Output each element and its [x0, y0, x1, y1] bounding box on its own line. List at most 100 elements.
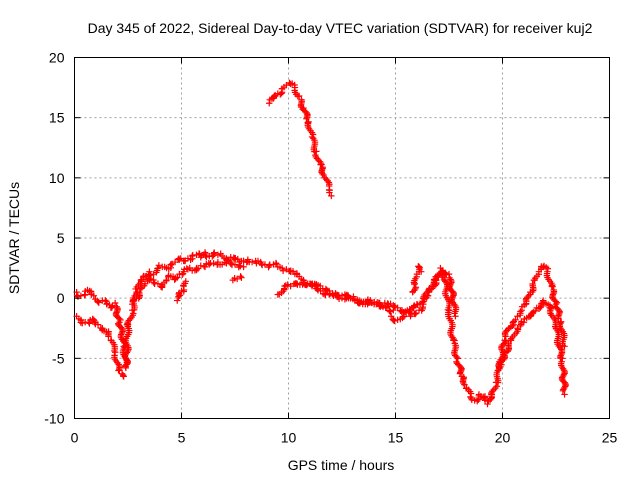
interpolated-point — [400, 309, 407, 317]
data-point — [154, 280, 162, 287]
interpolated-point — [203, 253, 210, 261]
data-point — [174, 297, 181, 304]
interpolated-point — [105, 333, 112, 340]
interpolated-point — [412, 309, 420, 317]
grid — [74, 57, 610, 419]
x-axis-ticks: 0 5 10 15 20 25 — [71, 57, 618, 446]
data-point — [390, 307, 397, 314]
interpolated-point — [319, 170, 326, 177]
interpolated-point — [79, 319, 86, 327]
interpolated-point — [461, 381, 468, 388]
data-point — [94, 321, 102, 328]
interpolated-point — [135, 295, 142, 302]
data-point — [325, 287, 333, 295]
data-point — [559, 355, 566, 362]
interpolated-point — [209, 253, 216, 260]
interpolated-point — [561, 384, 568, 392]
interpolated-point — [155, 262, 163, 269]
interpolated-point — [273, 260, 280, 268]
data-point — [296, 92, 303, 100]
data-marks — [73, 79, 569, 408]
y-tick-label: 10 — [49, 170, 65, 186]
interpolated-point — [237, 273, 244, 280]
data-point — [238, 274, 245, 281]
x-tick-label: 10 — [281, 430, 297, 446]
interpolated-point — [118, 329, 126, 337]
series-8 — [495, 297, 569, 398]
interpolated-point — [517, 308, 524, 315]
series-3 — [174, 278, 189, 304]
data-point — [182, 278, 189, 285]
interpolated-point — [284, 281, 291, 288]
interpolated-point — [468, 396, 476, 403]
interpolated-point — [450, 292, 457, 299]
series-6 — [388, 268, 460, 325]
interpolated-point — [95, 299, 102, 306]
interpolated-point — [391, 317, 398, 325]
y-tick-label: -5 — [52, 350, 65, 366]
interpolated-point — [550, 289, 557, 297]
interpolated-point — [553, 299, 561, 306]
interpolated-point — [558, 350, 565, 358]
interpolated-point — [514, 326, 522, 333]
interpolated-point — [179, 271, 186, 278]
data-point — [231, 261, 239, 268]
data-point — [90, 292, 97, 299]
interpolated-point — [211, 249, 218, 256]
data-point — [201, 263, 209, 271]
interpolated-point — [174, 274, 181, 281]
interpolated-point — [281, 282, 288, 290]
interpolated-point — [539, 298, 546, 306]
interpolated-point — [237, 262, 244, 270]
interpolated-point — [489, 388, 496, 395]
data-point — [328, 192, 335, 200]
data-point — [120, 373, 127, 380]
interpolated-point — [517, 322, 524, 330]
interpolated-point — [509, 319, 516, 327]
data-point — [163, 276, 170, 284]
interpolated-point — [326, 189, 333, 196]
data-point — [394, 304, 401, 311]
interpolated-point — [558, 318, 565, 325]
interpolated-point — [119, 328, 126, 335]
data-point — [206, 261, 213, 268]
data-point — [214, 251, 222, 259]
interpolated-point — [529, 288, 536, 296]
y-tick-label: 5 — [57, 230, 65, 246]
data-point — [548, 282, 555, 290]
x-axis-label: GPS time / hours — [288, 457, 395, 473]
data-point — [210, 260, 217, 267]
interpolated-point — [559, 387, 567, 394]
series-2 — [129, 257, 247, 308]
data-point — [240, 263, 247, 271]
interpolated-point — [528, 309, 536, 317]
interpolated-point — [303, 281, 311, 289]
series-5 — [274, 279, 397, 315]
series-4 — [229, 273, 245, 284]
interpolated-point — [154, 265, 161, 272]
series-7 — [409, 263, 425, 296]
interpolated-point — [279, 267, 287, 274]
interpolated-point — [271, 92, 278, 100]
interpolated-point — [387, 308, 394, 315]
interpolated-point — [167, 261, 174, 269]
data-point — [248, 258, 256, 266]
chart-title: Day 345 of 2022, Sidereal Day-to-day VTE… — [88, 20, 593, 36]
interpolated-point — [502, 328, 509, 336]
x-tick-label: 20 — [495, 430, 511, 446]
x-tick-label: 0 — [71, 430, 79, 446]
interpolated-point — [493, 383, 501, 390]
data-point — [86, 320, 93, 327]
data-point — [111, 299, 119, 307]
interpolated-point — [324, 177, 332, 185]
interpolated-point — [505, 340, 512, 348]
x-tick-label: 25 — [602, 430, 618, 446]
y-tick-label: -10 — [44, 411, 64, 427]
data-point — [90, 316, 97, 324]
data-point — [501, 337, 508, 344]
data-point — [116, 367, 123, 374]
interpolated-point — [449, 293, 456, 300]
interpolated-point — [221, 259, 229, 266]
data-point — [287, 282, 294, 290]
